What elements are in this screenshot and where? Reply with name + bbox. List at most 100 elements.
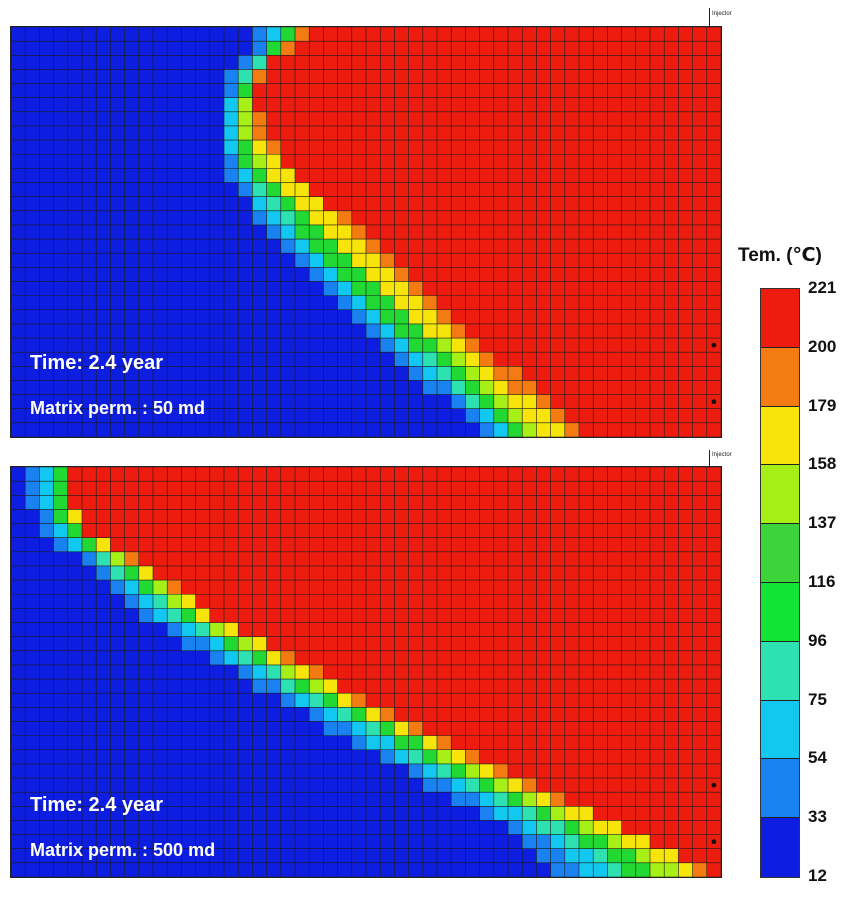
grid-cell xyxy=(522,182,537,197)
grid-cell xyxy=(564,679,580,694)
grid-cell xyxy=(493,41,509,56)
grid-cell xyxy=(706,422,721,437)
grid-cell xyxy=(579,422,594,437)
grid-cell xyxy=(593,111,608,127)
grid-cell xyxy=(692,594,707,609)
grid-cell xyxy=(479,125,494,141)
grid-cell xyxy=(195,97,210,113)
grid-cell xyxy=(238,523,253,538)
grid-cell xyxy=(96,323,111,339)
grid-cell xyxy=(351,580,367,595)
grid-cell xyxy=(380,820,395,835)
grid-cell xyxy=(195,820,210,835)
grid-cell xyxy=(224,565,239,581)
grid-cell xyxy=(635,140,651,155)
grid-cell xyxy=(394,834,409,849)
grid-cell xyxy=(366,792,381,807)
grid-cell xyxy=(422,749,438,765)
grid-cell xyxy=(635,408,651,424)
grid-cell xyxy=(124,664,139,680)
grid-cell xyxy=(351,721,367,736)
grid-cell xyxy=(252,182,267,197)
grid-cell xyxy=(309,295,324,310)
grid-cell xyxy=(96,154,111,169)
grid-cell xyxy=(252,224,267,240)
grid-cell xyxy=(479,848,494,864)
grid-cell xyxy=(238,735,253,750)
grid-cell xyxy=(437,679,452,694)
grid-cell xyxy=(366,679,381,694)
grid-cell xyxy=(181,309,196,325)
grid-cell xyxy=(550,650,565,666)
grid-cell xyxy=(465,820,480,835)
grid-cell xyxy=(593,834,608,849)
grid-cell xyxy=(635,83,651,98)
grid-cell xyxy=(380,537,395,553)
grid-cell xyxy=(550,168,565,183)
grid-cell xyxy=(451,41,466,56)
grid-cell xyxy=(536,253,551,268)
grid-cell xyxy=(238,707,253,722)
grid-cell xyxy=(167,323,182,339)
grid-cell xyxy=(678,224,693,240)
grid-cell xyxy=(266,580,281,595)
grid-cell xyxy=(181,834,196,849)
grid-cell xyxy=(593,140,608,155)
grid-cell xyxy=(153,281,168,296)
grid-cell xyxy=(252,622,267,637)
grid-cell xyxy=(124,196,139,211)
grid-cell xyxy=(153,125,168,141)
grid-cell xyxy=(224,380,239,395)
grid-cell xyxy=(706,806,721,821)
grid-cell xyxy=(650,196,665,211)
grid-cell xyxy=(53,210,68,226)
grid-cell xyxy=(635,210,651,226)
grid-cell xyxy=(238,664,253,680)
grid-cell xyxy=(706,495,721,510)
grid-cell xyxy=(96,495,111,510)
grid-cell xyxy=(522,281,537,296)
grid-cell xyxy=(593,182,608,197)
grid-cell xyxy=(280,763,296,779)
grid-cell xyxy=(53,523,68,538)
grid-cell xyxy=(607,408,622,424)
grid-cell xyxy=(664,125,679,141)
grid-cell xyxy=(678,467,693,482)
grid-cell xyxy=(96,267,111,282)
grid-cell xyxy=(394,338,409,353)
grid-cell xyxy=(706,309,721,325)
grid-cell xyxy=(252,380,267,395)
grid-cell xyxy=(351,366,367,381)
grid-cell xyxy=(536,580,551,595)
grid-cell xyxy=(39,295,54,310)
grid-cell xyxy=(337,111,352,127)
grid-cell xyxy=(351,140,367,155)
grid-cell xyxy=(252,338,267,353)
grid-cell xyxy=(67,380,83,395)
grid-cell xyxy=(280,565,296,581)
grid-cell xyxy=(635,27,651,42)
grid-cell xyxy=(53,97,68,113)
grid-cell xyxy=(579,253,594,268)
grid-cell xyxy=(209,182,225,197)
grid-cell xyxy=(238,594,253,609)
grid-cell xyxy=(437,182,452,197)
grid-cell xyxy=(181,806,196,821)
grid-cell xyxy=(167,408,182,424)
grid-cell xyxy=(53,394,68,409)
grid-cell xyxy=(394,467,409,482)
grid-cell xyxy=(650,168,665,183)
grid-cell xyxy=(295,309,310,325)
grid-cell xyxy=(394,763,409,779)
grid-cell xyxy=(593,551,608,567)
grid-cell xyxy=(138,154,154,169)
grid-cell xyxy=(508,97,523,113)
grid-cell xyxy=(564,408,580,424)
grid-cell xyxy=(67,650,83,666)
grid-cell xyxy=(678,55,693,70)
grid-cell xyxy=(408,565,423,581)
grid-cell xyxy=(124,848,139,864)
grid-cell xyxy=(607,154,622,169)
grid-cell xyxy=(621,679,636,694)
grid-cell xyxy=(380,154,395,169)
